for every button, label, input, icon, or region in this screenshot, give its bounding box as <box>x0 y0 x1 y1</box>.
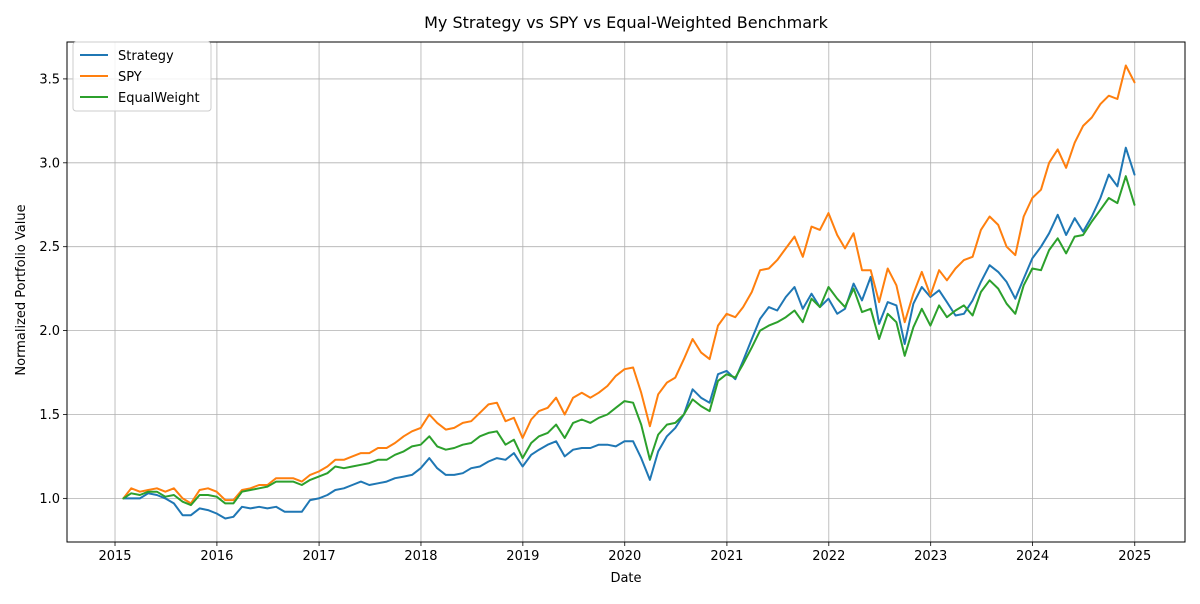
grid-layer <box>67 42 1185 542</box>
y-tick-label: 2.0 <box>39 324 60 339</box>
x-tick-label: 2017 <box>303 549 336 564</box>
legend-label-spy: SPY <box>118 70 142 85</box>
y-axis: 1.0 1.5 2.0 2.5 3.0 3.5 <box>39 72 67 507</box>
y-axis-label: Normalized Portfolio Value <box>14 204 29 375</box>
y-tick-label: 1.0 <box>39 492 60 507</box>
series-line-equalweight <box>122 175 1136 507</box>
x-tick-label: 2015 <box>98 549 131 564</box>
series-line-spy <box>122 64 1136 505</box>
x-tick-label: 2018 <box>404 549 437 564</box>
x-axis: 2015 2016 2017 2018 2019 2020 2021 2022 2023 2024… <box>98 542 1151 564</box>
chart-title: My Strategy vs SPY vs Equal-Weighted Ben… <box>424 13 829 32</box>
y-tick-label: 2.5 <box>39 240 60 255</box>
legend-box <box>72 41 212 112</box>
y-tick-label: 1.5 <box>39 408 60 423</box>
series-layer <box>122 64 1136 520</box>
x-tick-label: 2022 <box>812 549 845 564</box>
x-tick-label: 2019 <box>506 549 539 564</box>
legend-label-strategy: Strategy <box>118 49 174 64</box>
series-line-strategy <box>122 146 1136 520</box>
y-tick-label: 3.0 <box>39 156 60 171</box>
x-tick-label: 2021 <box>710 549 743 564</box>
legend: Strategy SPY EqualWeight <box>72 41 212 112</box>
x-tick-label: 2016 <box>200 549 233 564</box>
x-tick-label: 2024 <box>1016 549 1049 564</box>
x-tick-label: 2025 <box>1118 549 1151 564</box>
legend-label-equalweight: EqualWeight <box>118 91 200 106</box>
plot-frame <box>66 41 1186 543</box>
x-axis-label: Date <box>610 571 641 586</box>
x-tick-label: 2020 <box>608 549 641 564</box>
x-tick-label: 2023 <box>914 549 947 564</box>
y-tick-label: 3.5 <box>39 72 60 87</box>
